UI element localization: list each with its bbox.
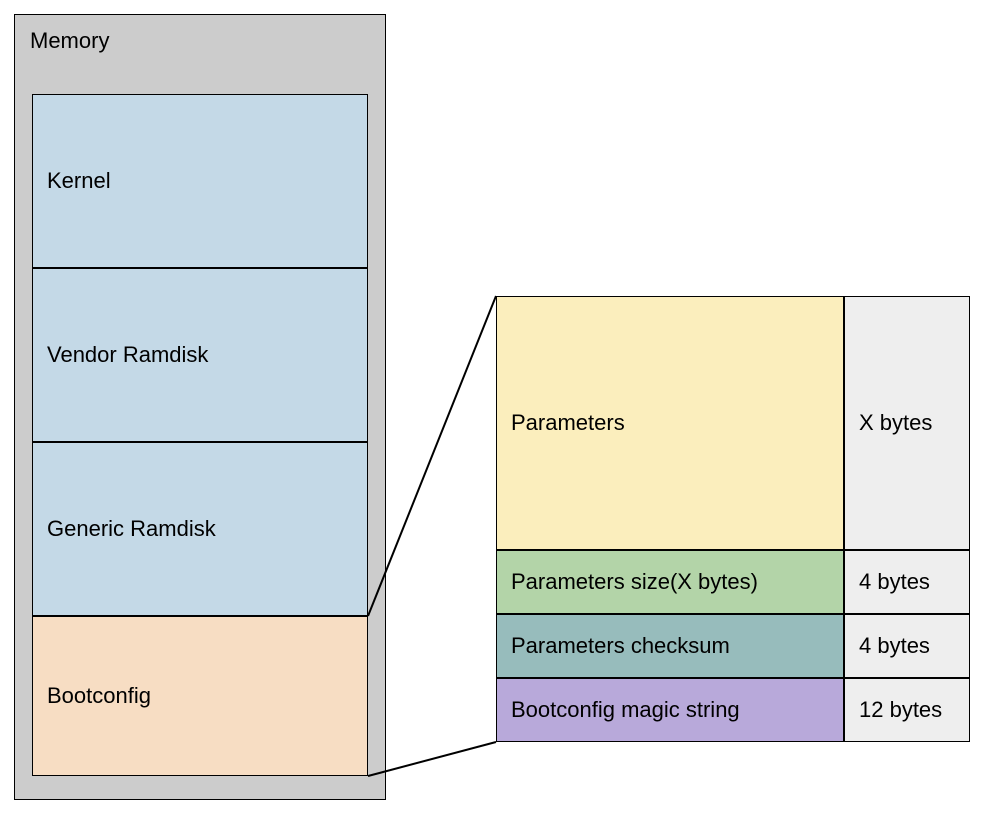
memory-block-label: Vendor Ramdisk — [47, 342, 208, 368]
memory-block-bootconfig: Bootconfig — [32, 616, 368, 776]
detail-block-parameters-checksum: Parameters checksum — [496, 614, 844, 678]
detail-size-parameters: X bytes — [844, 296, 970, 550]
detail-block-label: Parameters — [511, 410, 625, 436]
detail-block-label: Parameters size(X bytes) — [511, 569, 758, 595]
memory-block-kernel: Kernel — [32, 94, 368, 268]
detail-block-parameters-size: Parameters size(X bytes) — [496, 550, 844, 614]
memory-block-label: Kernel — [47, 168, 111, 194]
detail-size-parameters-checksum: 4 bytes — [844, 614, 970, 678]
memory-label: Memory — [30, 28, 109, 54]
detail-size-bootconfig-magic: 12 bytes — [844, 678, 970, 742]
memory-block-label: Bootconfig — [47, 683, 151, 709]
detail-size-parameters-size: 4 bytes — [844, 550, 970, 614]
memory-block-label: Generic Ramdisk — [47, 516, 216, 542]
detail-size-label: 12 bytes — [859, 697, 942, 723]
detail-block-label: Parameters checksum — [511, 633, 730, 659]
detail-block-parameters: Parameters — [496, 296, 844, 550]
detail-size-label: 4 bytes — [859, 633, 930, 659]
memory-block-generic-ramdisk: Generic Ramdisk — [32, 442, 368, 616]
detail-size-label: 4 bytes — [859, 569, 930, 595]
diagram-stage: Memory Kernel Vendor Ramdisk Generic Ram… — [0, 0, 984, 814]
detail-block-bootconfig-magic: Bootconfig magic string — [496, 678, 844, 742]
detail-size-label: X bytes — [859, 410, 932, 436]
detail-block-label: Bootconfig magic string — [511, 697, 740, 723]
memory-block-vendor-ramdisk: Vendor Ramdisk — [32, 268, 368, 442]
